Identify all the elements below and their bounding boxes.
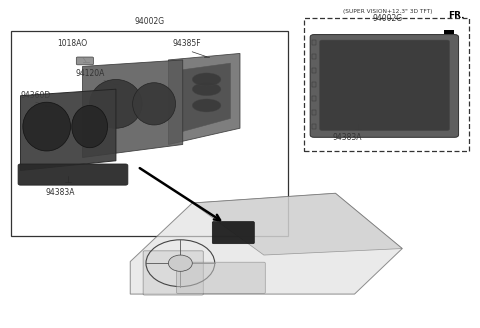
Ellipse shape [132,83,176,125]
Circle shape [168,255,192,271]
Bar [11,31,288,236]
Polygon shape [83,60,183,157]
Bar [304,18,469,151]
Polygon shape [168,53,240,145]
Bar [312,96,316,101]
FancyBboxPatch shape [18,164,128,185]
Ellipse shape [23,102,71,151]
Bar [312,124,316,129]
Text: 94002G: 94002G [373,13,403,23]
FancyBboxPatch shape [76,57,94,65]
Bar [444,30,454,34]
FancyBboxPatch shape [320,40,449,131]
FancyBboxPatch shape [310,34,458,137]
Text: 94383A: 94383A [332,133,361,142]
Ellipse shape [192,73,221,86]
Bar [312,68,316,73]
Text: 94360D: 94360D [21,91,51,100]
Polygon shape [130,193,402,294]
FancyBboxPatch shape [177,262,265,294]
Ellipse shape [90,79,142,128]
FancyBboxPatch shape [212,222,254,244]
Ellipse shape [72,106,108,148]
Text: 94120A: 94120A [76,69,105,78]
Text: 94002G: 94002G [134,17,164,26]
Bar [312,54,316,59]
Bar [312,40,316,45]
Text: FR.: FR. [448,11,464,20]
Polygon shape [21,89,116,171]
Text: 94385F: 94385F [172,39,201,48]
Polygon shape [183,63,230,132]
FancyBboxPatch shape [143,251,203,295]
Ellipse shape [192,99,221,112]
Polygon shape [192,193,402,255]
Text: (SUPER VISION+12.3" 3D TFT): (SUPER VISION+12.3" 3D TFT) [343,10,432,14]
Text: 1018AO: 1018AO [58,39,88,48]
Text: 94383A: 94383A [45,188,75,197]
Ellipse shape [192,83,221,96]
Bar [312,110,316,115]
Bar [312,82,316,87]
